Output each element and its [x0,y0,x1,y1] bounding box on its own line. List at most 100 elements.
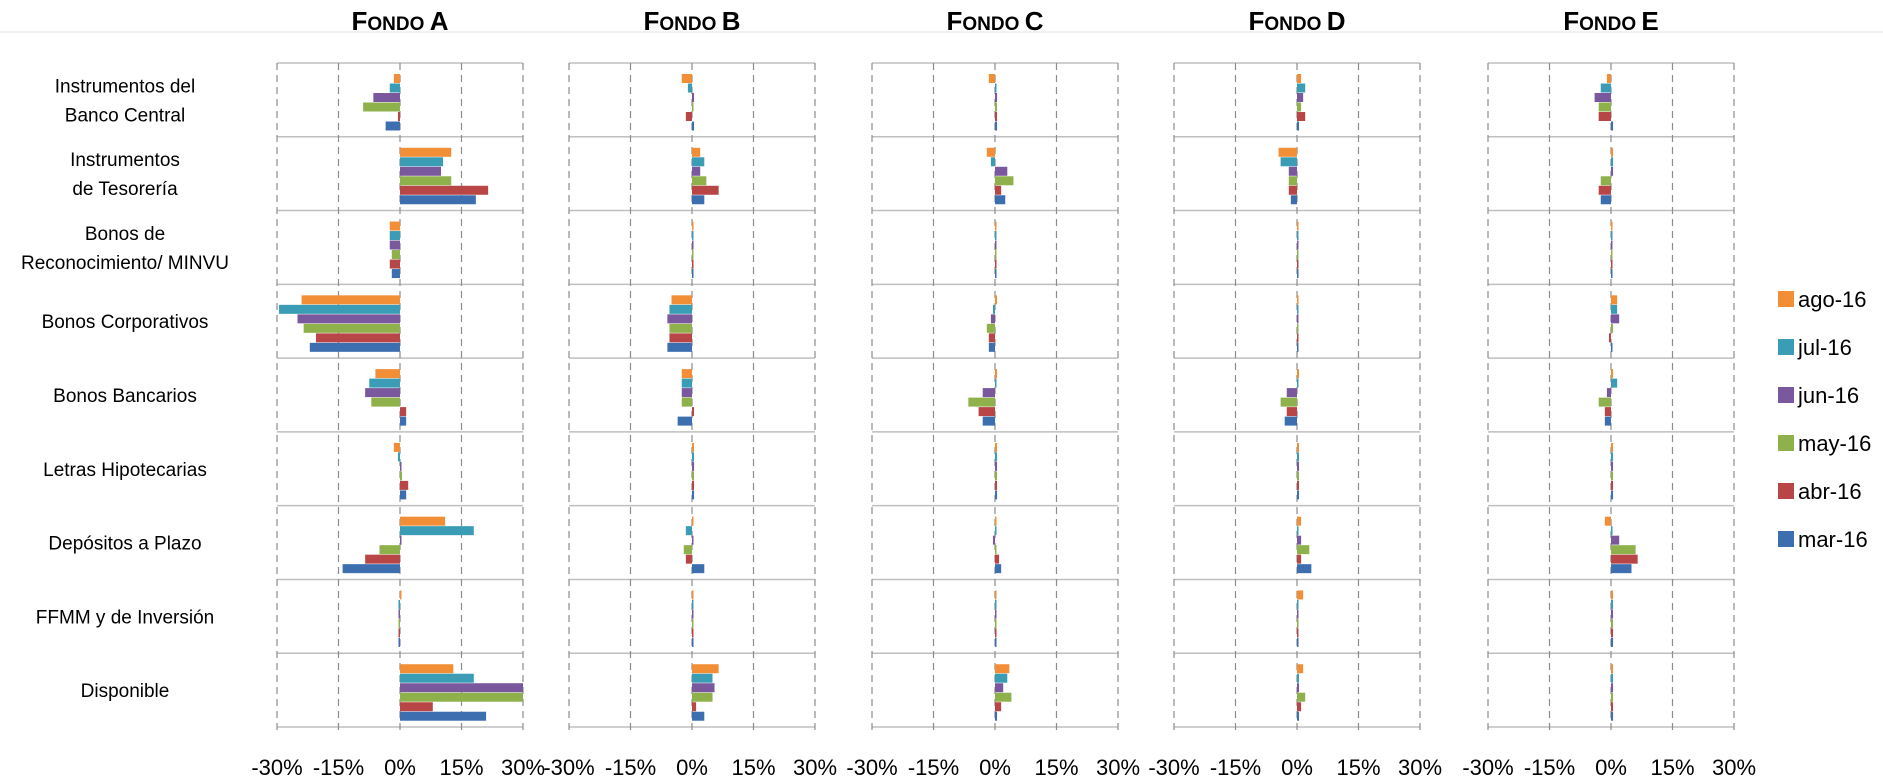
x-tick-label: 0% [384,755,416,780]
x-tick-label: -15% [1210,755,1261,780]
bar-ago-16-cat7 [995,590,997,600]
bar-mar-16-cat4 [400,416,407,426]
legend-label: mar-16 [1798,527,1868,552]
bar-ago-16-cat8 [692,664,719,674]
panel-d: FONDO D -30% -15% 0% 15% 30% [1148,6,1442,780]
category-label: Instrumentos del Banco Central [55,76,195,126]
bar-abr-16-cat6 [685,554,692,564]
bar-mar-16-cat8 [400,711,487,721]
bar-may-16-cat6 [683,545,692,555]
category-label: FFMM y de Inversión [36,607,214,628]
bar-ago-16-cat3 [1611,295,1618,305]
bar-jul-16-cat6 [400,526,474,536]
bar-mar-16-cat0 [1297,121,1300,131]
bar-may-16-cat8 [995,692,1012,702]
x-tick-label: 0% [1281,755,1313,780]
bar-ago-16-cat4 [995,369,998,379]
bar-abr-16-cat8 [692,702,697,712]
bar-mar-16-cat2 [391,269,400,279]
x-tick-label: -15% [313,755,364,780]
bar-may-16-cat5 [400,471,403,481]
bar-mar-16-cat3 [988,342,995,352]
bar-may-16-cat3 [1297,323,1299,333]
category-label: Depósitos a Plazo [48,534,201,555]
bar-mar-16-cat6 [1297,564,1312,574]
x-tick-label: 30% [793,755,837,780]
bar-jul-16-cat6 [995,526,997,536]
x-tick-label: 0% [1595,755,1627,780]
bar-may-16-cat6 [379,545,400,555]
bar-jun-16-cat4 [681,388,692,398]
x-tick-label: 30% [1398,755,1442,780]
bar-mar-16-cat7 [398,637,400,647]
bar-abr-16-cat7 [995,628,997,638]
bar-ago-16-cat4 [1297,369,1300,379]
bar-mar-16-cat4 [1284,416,1297,426]
x-tick-label: 15% [1034,755,1078,780]
bar-may-16-cat2 [995,250,997,260]
bar-abr-16-cat7 [398,628,400,638]
bar-mar-16-cat6 [995,564,1002,574]
bar-jun-16-cat6 [1611,535,1620,545]
bar-jul-16-cat2 [389,231,400,241]
bar-may-16-cat3 [669,323,692,333]
bar-jun-16-cat2 [1297,240,1299,250]
bar-abr-16-cat8 [1297,702,1302,712]
bar-jul-16-cat4 [1297,378,1299,388]
bar-jun-16-cat3 [1611,314,1620,324]
bar-ago-16-cat5 [1611,442,1614,452]
bar-may-16-cat0 [1598,102,1611,112]
bar-abr-16-cat3 [988,333,995,343]
panel-title: FONDO C [947,6,1044,36]
category-label: Bonos Bancarios [53,386,197,407]
bar-jun-16-cat1 [400,166,441,176]
bar-ago-16-cat3 [995,295,998,305]
legend-item-jun-16: jun-16 [1778,383,1859,408]
bar-jun-16-cat5 [692,461,695,471]
bar-abr-16-cat4 [1286,407,1297,417]
bar-jul-16-cat0 [687,83,692,93]
bar-abr-16-cat1 [1288,185,1297,195]
bar-ago-16-cat0 [393,74,400,83]
bar-mar-16-cat3 [667,342,692,352]
x-tick-label: 15% [1650,755,1694,780]
legend-swatch [1778,483,1794,499]
bar-mar-16-cat1 [995,195,1006,205]
bar-jun-16-cat5 [995,461,998,471]
bar-abr-16-cat5 [692,480,695,490]
bar-jul-16-cat6 [685,526,692,536]
bar-mar-16-cat8 [692,711,705,721]
bar-jun-16-cat8 [995,683,1004,693]
bar-jun-16-cat2 [995,240,997,250]
legend-item-may-16: may-16 [1778,431,1871,456]
bar-abr-16-cat7 [692,628,694,638]
bar-ago-16-cat0 [1297,74,1302,83]
bar-ago-16-cat1 [1611,147,1614,157]
bar-abr-16-cat8 [995,702,1002,712]
bar-mar-16-cat3 [1297,342,1299,352]
bar-mar-16-cat7 [692,637,694,647]
bar-ago-16-cat0 [988,74,995,83]
bar-jun-16-cat8 [400,683,523,693]
bar-jun-16-cat1 [1288,166,1297,176]
bar-ago-16-cat3 [301,295,400,305]
bar-abr-16-cat1 [995,185,1002,195]
bar-ago-16-cat2 [692,221,694,231]
bar-may-16-cat7 [1611,618,1614,628]
bar-jun-16-cat7 [692,609,694,619]
bar-abr-16-cat5 [1611,480,1614,490]
bar-abr-16-cat3 [1297,333,1299,343]
bar-ago-16-cat3 [671,295,692,305]
bar-ago-16-cat8 [995,664,1010,674]
legend-swatch [1778,339,1794,355]
x-tick-label: -30% [251,755,302,780]
bar-mar-16-cat4 [677,416,692,426]
bar-jul-16-cat0 [1600,83,1611,93]
bar-ago-16-cat3 [1297,295,1299,305]
bar-mar-16-cat4 [1604,416,1611,426]
legend-swatch [1778,531,1794,547]
bar-abr-16-cat8 [400,702,433,712]
bar-ago-16-cat8 [1611,664,1614,674]
bar-jun-16-cat0 [373,93,400,102]
bar-jun-16-cat5 [400,461,402,471]
